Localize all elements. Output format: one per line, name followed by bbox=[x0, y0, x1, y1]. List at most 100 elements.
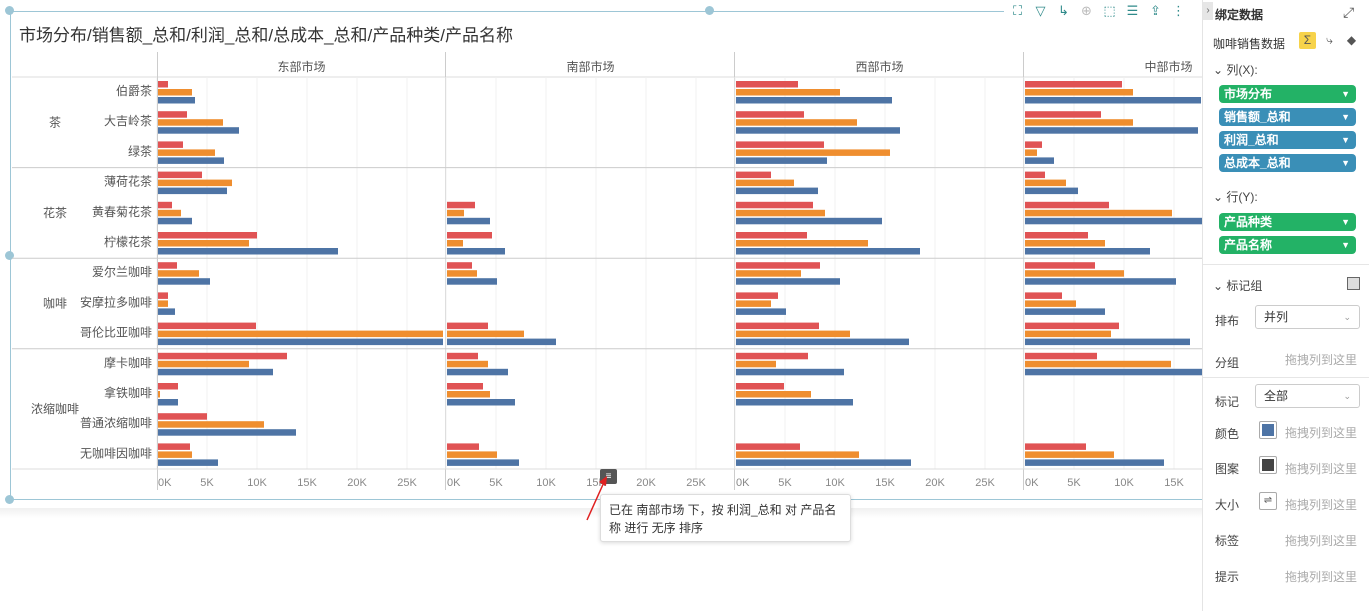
drill-icon[interactable]: ↳ bbox=[1058, 3, 1069, 18]
layout-select[interactable]: 并列 ⌄ bbox=[1255, 305, 1360, 329]
bar bbox=[736, 217, 882, 225]
bar bbox=[736, 81, 798, 88]
bar bbox=[447, 201, 475, 209]
row-pill-category[interactable]: 产品种类 ▼ bbox=[1219, 213, 1356, 231]
tip-drop-zone[interactable]: 拖拽列到这里 bbox=[1285, 570, 1358, 584]
select-icon[interactable]: ⬚ bbox=[1103, 3, 1116, 18]
bar bbox=[736, 270, 801, 277]
bar bbox=[1025, 360, 1171, 368]
size-drop-zone[interactable]: 拖拽列到这里 bbox=[1285, 498, 1358, 512]
chart-plot: 东部市场 0K 5K 10K 15K 20K 25K 南部市场 0K 5K 10K 15K 20K 25K… bbox=[12, 52, 1202, 490]
bar bbox=[1025, 368, 1202, 376]
resize-handle-top[interactable] bbox=[705, 6, 714, 15]
bar bbox=[736, 179, 794, 187]
pill-label: 利润_总和 bbox=[1224, 133, 1279, 147]
size-slider-icon[interactable]: ⇌ bbox=[1259, 492, 1277, 510]
bar bbox=[1025, 278, 1176, 285]
sort-tooltip: 已在 南部市场 下，按 利润_总和 对 产品名 称 进行 无序 排序 bbox=[600, 494, 851, 542]
rows-label: 行(Y): bbox=[1226, 190, 1258, 204]
resize-handle-left[interactable] bbox=[5, 251, 14, 260]
bar bbox=[158, 141, 183, 148]
mark-select[interactable]: 全部 ⌄ bbox=[1255, 384, 1360, 408]
column-pill-profit[interactable]: 利润_总和 ▼ bbox=[1219, 131, 1356, 149]
shape-swatch[interactable] bbox=[1259, 456, 1277, 474]
x-tick-label: 10K bbox=[536, 477, 556, 489]
group-label: 分组 bbox=[1215, 356, 1240, 370]
sum-icon[interactable]: Σ bbox=[1299, 32, 1316, 49]
product-label: 摩卡咖啡 bbox=[104, 355, 152, 370]
resize-handle-top-left[interactable] bbox=[5, 6, 14, 15]
bar bbox=[1025, 149, 1037, 156]
product-label: 大吉岭茶 bbox=[104, 113, 152, 128]
bar bbox=[736, 97, 892, 104]
pill-label: 总成本_总和 bbox=[1224, 156, 1291, 170]
resize-handle-bottom-left[interactable] bbox=[5, 495, 14, 504]
x-tick-label: 0K bbox=[736, 477, 750, 489]
rows-section[interactable]: ⌄ 行(Y): bbox=[1213, 188, 1258, 205]
chevron-down-icon: ⌄ bbox=[1213, 279, 1224, 293]
pill-label: 产品种类 bbox=[1224, 215, 1273, 229]
x-tick-label: 25K bbox=[975, 477, 995, 489]
fullscreen-icon[interactable]: ⛶ bbox=[1012, 3, 1023, 18]
pivot-icon[interactable]: ⤷ bbox=[1326, 33, 1333, 47]
bar bbox=[736, 322, 819, 330]
eraser-icon[interactable]: ◆ bbox=[1346, 33, 1357, 47]
list-icon[interactable]: ☰ bbox=[1126, 3, 1139, 18]
image-icon[interactable] bbox=[1347, 277, 1360, 290]
more-icon[interactable]: ⋮ bbox=[1172, 3, 1185, 18]
marks-section[interactable]: ⌄ 标记组 bbox=[1213, 277, 1262, 294]
group-drop-zone[interactable]: 拖拽列到这里 bbox=[1285, 353, 1358, 367]
bar bbox=[1025, 262, 1095, 269]
export-icon[interactable]: ⇪ bbox=[1150, 3, 1161, 18]
row-pill-product[interactable]: 产品名称 ▼ bbox=[1219, 236, 1356, 254]
column-pill-cost[interactable]: 总成本_总和 ▼ bbox=[1219, 154, 1356, 172]
bar bbox=[736, 141, 824, 148]
bar bbox=[447, 360, 488, 368]
bar bbox=[447, 338, 556, 346]
bar bbox=[158, 360, 249, 368]
dataset-name[interactable]: 咖啡销售数据 bbox=[1213, 37, 1286, 51]
layout-value: 并列 bbox=[1264, 310, 1289, 324]
bar bbox=[158, 443, 190, 450]
bar bbox=[1025, 171, 1045, 179]
columns-section[interactable]: ⌄ 列(X): bbox=[1213, 61, 1258, 78]
bar bbox=[158, 421, 264, 428]
filter-icon[interactable]: ▽ bbox=[1035, 3, 1046, 18]
facet-header: 东部市场 bbox=[277, 59, 325, 74]
bar bbox=[736, 171, 771, 179]
shape-label: 图案 bbox=[1215, 462, 1240, 476]
bar bbox=[736, 278, 840, 285]
bar bbox=[1025, 248, 1150, 255]
bar bbox=[158, 119, 223, 126]
bar bbox=[447, 368, 508, 376]
bar bbox=[447, 322, 488, 330]
collapse-panel-icon[interactable]: › bbox=[1203, 2, 1213, 20]
column-pill-market[interactable]: 市场分布 ▼ bbox=[1219, 85, 1356, 103]
bar bbox=[1025, 292, 1062, 299]
caret-down-icon: ▼ bbox=[1341, 158, 1350, 168]
bar bbox=[736, 262, 820, 269]
x-tick-label: 0K bbox=[158, 477, 172, 489]
tag-drop-zone[interactable]: 拖拽列到这里 bbox=[1285, 534, 1358, 548]
bar bbox=[1025, 240, 1105, 247]
bar bbox=[158, 97, 195, 104]
shape-drop-zone[interactable]: 拖拽列到这里 bbox=[1285, 462, 1358, 476]
expand-icon[interactable]: ⤢ bbox=[1343, 4, 1355, 20]
chart-title: 市场分布/销售额_总和/利润_总和/总成本_总和/产品种类/产品名称 bbox=[19, 26, 513, 45]
bar bbox=[1025, 459, 1164, 466]
bar bbox=[1025, 201, 1109, 209]
column-pill-sales[interactable]: 销售额_总和 ▼ bbox=[1219, 108, 1356, 126]
bar bbox=[158, 338, 443, 346]
bar bbox=[736, 300, 771, 307]
bar bbox=[158, 383, 178, 390]
color-swatch[interactable] bbox=[1259, 421, 1277, 439]
bar bbox=[447, 459, 519, 466]
bar bbox=[736, 330, 850, 338]
bar bbox=[158, 262, 177, 269]
color-drop-zone[interactable]: 拖拽列到这里 bbox=[1285, 426, 1358, 440]
bar bbox=[447, 217, 490, 225]
zoom-icon: ⊕ bbox=[1081, 3, 1092, 18]
bar bbox=[736, 459, 911, 466]
columns-label: 列(X): bbox=[1226, 63, 1258, 77]
bar bbox=[447, 232, 492, 239]
